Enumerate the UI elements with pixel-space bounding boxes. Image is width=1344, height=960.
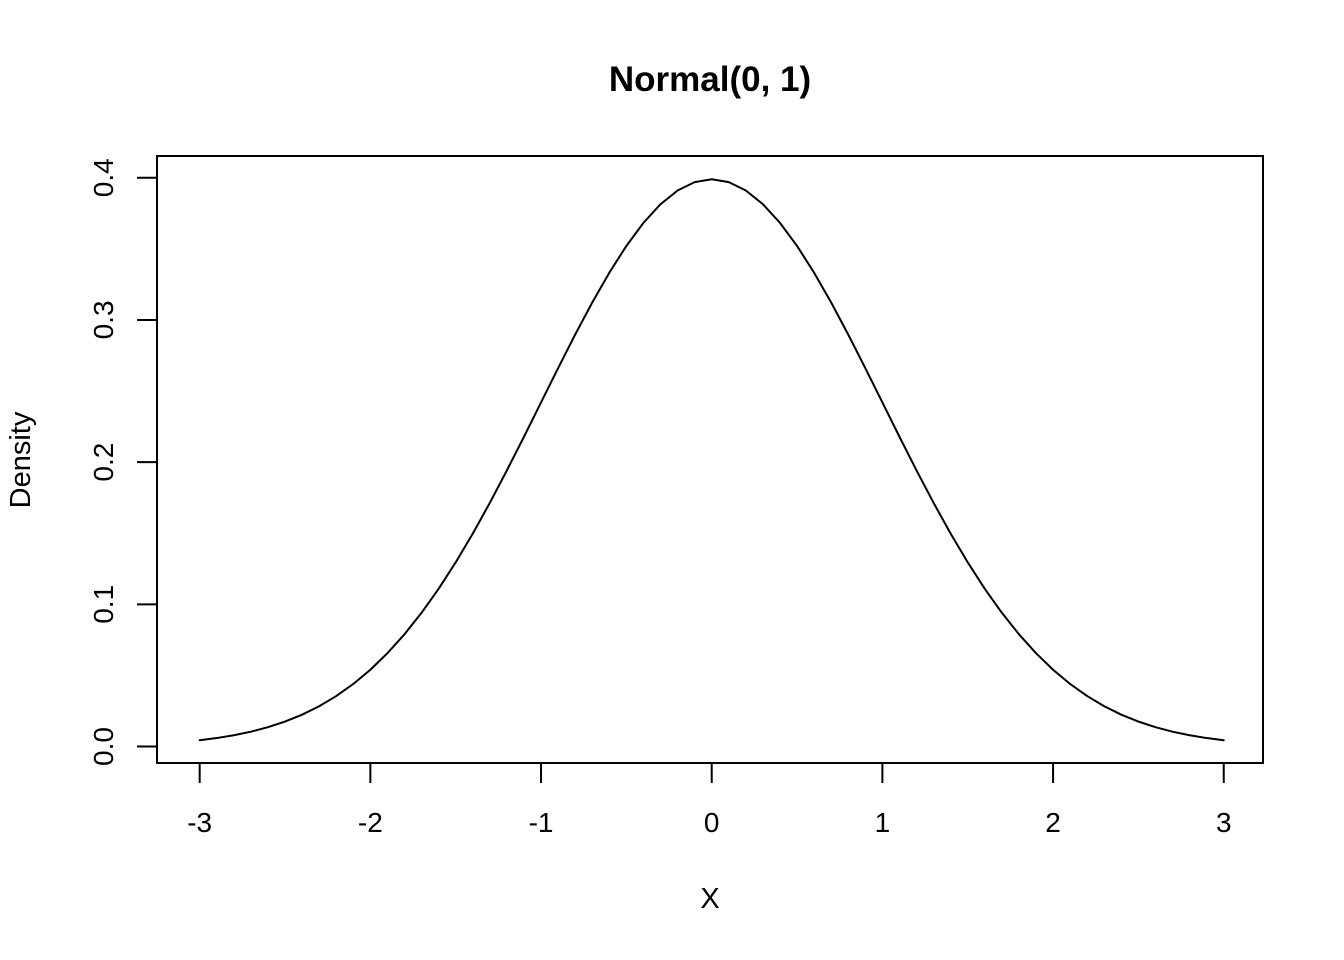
x-axis-title: X — [700, 883, 719, 915]
y-tick-label: 0.3 — [88, 300, 119, 339]
y-axis: 0.0 0.1 0.2 0.3 0.4 — [88, 158, 157, 766]
x-tick-label: -3 — [187, 807, 212, 838]
y-tick-label: 0.0 — [88, 727, 119, 766]
plot-box — [156, 155, 1264, 764]
y-tick-label: 0.1 — [88, 585, 119, 624]
x-tick-label: -1 — [529, 807, 554, 838]
x-tick-label: 0 — [704, 807, 720, 838]
x-axis: -3 -2 -1 0 1 2 3 — [187, 763, 1232, 838]
x-tick-label: 2 — [1045, 807, 1061, 838]
plot-title: Normal(0, 1) — [609, 60, 811, 99]
x-tick-label: 3 — [1216, 807, 1232, 838]
y-tick-label: 0.4 — [88, 158, 119, 197]
y-tick-label: 0.2 — [88, 443, 119, 482]
x-tick-label: 1 — [875, 807, 891, 838]
y-axis-title: Density — [5, 411, 37, 508]
density-curve — [198, 178, 1225, 742]
x-tick-label: -2 — [358, 807, 383, 838]
